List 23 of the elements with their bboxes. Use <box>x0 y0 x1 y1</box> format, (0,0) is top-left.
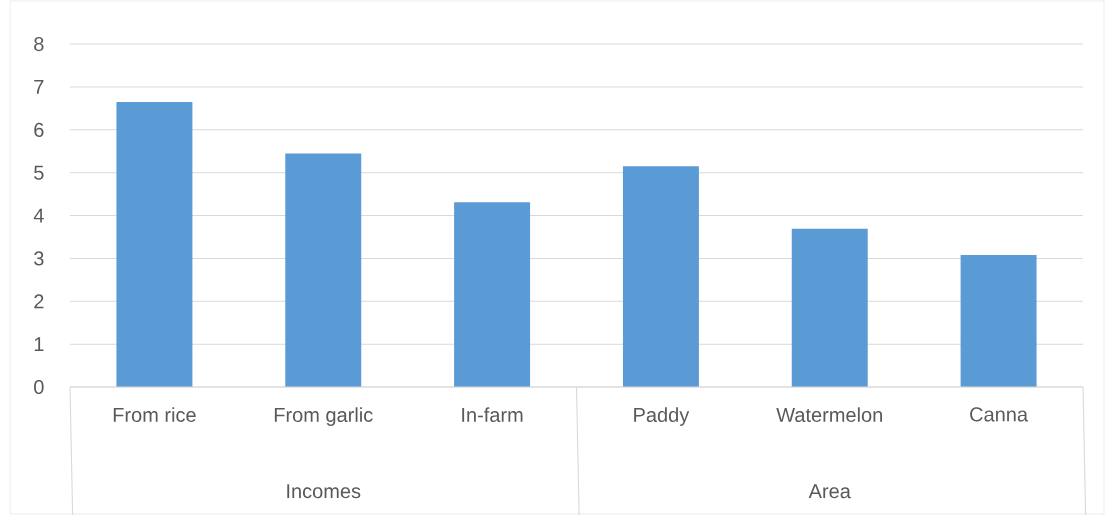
y-tick-label: 7 <box>34 80 44 94</box>
x-tick-label: In-farm <box>462 407 523 422</box>
bar <box>960 255 1037 388</box>
bar <box>285 153 362 388</box>
y-tick-label: 8 <box>34 36 44 52</box>
bar <box>791 228 868 388</box>
x-tick-label: From rice <box>113 407 196 422</box>
x-tick-label: From garlic <box>274 407 373 426</box>
text: Incomes <box>287 484 361 499</box>
bar <box>622 166 699 388</box>
x-tick-label: Watermelon <box>776 407 882 422</box>
y-tick-label: 4 <box>33 208 44 223</box>
y-tick-label: 5 <box>34 165 44 180</box>
y-tick-label: 1 <box>34 337 44 352</box>
y-tick-label: 0 <box>34 379 44 395</box>
bar <box>454 202 531 388</box>
bar <box>116 101 193 388</box>
y-tick-label: 2 <box>34 294 44 309</box>
y-tick-label: 3 <box>34 251 44 266</box>
text: Area <box>808 484 851 499</box>
y-tick-label: 6 <box>34 122 44 137</box>
x-tick-label: Canna <box>970 407 1029 422</box>
x-tick-label: Paddy <box>634 407 690 426</box>
